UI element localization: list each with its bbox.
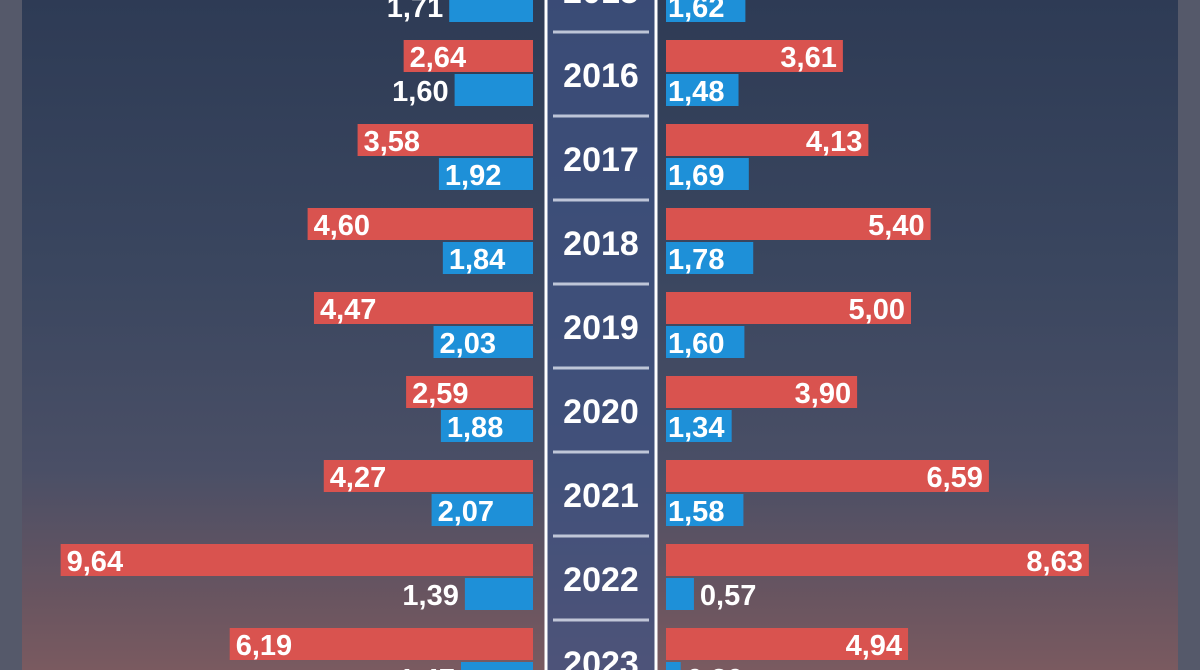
right-blue-bar	[666, 326, 745, 358]
left-blue-bar	[431, 494, 533, 526]
right-blue-value-label: 0,57	[700, 580, 756, 612]
left-blue-value-label: 1,60	[392, 76, 448, 108]
right-blue-bar	[666, 578, 694, 610]
left-red-value-label: 9,64	[67, 546, 123, 578]
right-blue-bar	[666, 662, 681, 670]
left-edge	[0, 0, 22, 670]
right-blue-bar	[666, 494, 744, 526]
left-blue-value-label: 2,07	[438, 496, 494, 528]
right-red-bar	[666, 124, 869, 156]
left-red-bar	[323, 460, 533, 492]
right-blue-value-label: 1,48	[668, 76, 724, 108]
year-label: 2017	[563, 141, 639, 179]
right-edge	[1178, 0, 1200, 670]
left-blue-bar	[464, 578, 533, 610]
left-red-bar	[357, 124, 533, 156]
left-red-value-label: 4,27	[330, 462, 386, 494]
left-blue-value-label: 2,03	[440, 328, 496, 360]
left-red-bar	[229, 628, 533, 660]
left-blue-bar	[442, 242, 533, 274]
left-red-bar	[406, 376, 533, 408]
left-red-value-label: 4,47	[320, 294, 376, 326]
left-blue-value-label: 1,84	[449, 244, 505, 276]
year-label: 2015	[563, 0, 639, 11]
year-column	[546, 0, 656, 670]
right-red-bar	[666, 544, 1089, 576]
left-red-value-label: 2,64	[410, 42, 466, 74]
right-blue-value-label: 0,30	[687, 664, 743, 670]
right-red-bar	[666, 460, 989, 492]
left-blue-value-label: 1,47	[399, 664, 455, 670]
left-blue-bar	[454, 74, 533, 106]
left-red-value-label: 2,59	[412, 378, 468, 410]
year-label: 2018	[563, 225, 639, 263]
right-blue-value-label: 1,69	[668, 160, 724, 192]
left-blue-bar	[440, 410, 533, 442]
year-label: 2016	[563, 57, 639, 95]
left-blue-bar	[433, 326, 533, 358]
right-red-value-label: 3,61	[780, 42, 836, 74]
left-red-bar	[403, 40, 533, 72]
right-blue-bar	[666, 410, 732, 442]
right-red-value-label: 6,59	[926, 462, 982, 494]
right-blue-value-label: 1,34	[668, 412, 724, 444]
left-red-bar	[307, 208, 533, 240]
right-red-value-label: 5,00	[849, 294, 905, 326]
right-blue-bar	[666, 0, 746, 22]
right-red-value-label: 3,90	[795, 378, 851, 410]
right-blue-value-label: 1,60	[668, 328, 724, 360]
right-red-bar	[666, 40, 843, 72]
right-red-value-label: 4,13	[806, 126, 862, 158]
left-blue-value-label: 1,88	[447, 412, 503, 444]
year-label: 2020	[563, 393, 639, 431]
right-red-value-label: 8,63	[1026, 546, 1082, 578]
right-red-bar	[666, 376, 858, 408]
left-red-value-label: 4,60	[314, 210, 370, 242]
left-red-bar	[313, 292, 533, 324]
year-label: 2021	[563, 477, 639, 515]
right-red-bar	[666, 292, 911, 324]
left-red-bar	[60, 544, 533, 576]
year-label: 2023	[563, 645, 639, 670]
right-blue-bar	[666, 158, 749, 190]
left-red-value-label: 6,19	[236, 630, 292, 662]
right-blue-bar	[666, 74, 739, 106]
right-red-bar	[666, 208, 931, 240]
right-blue-bar	[666, 242, 754, 274]
year-label: 2022	[563, 561, 639, 599]
right-blue-value-label: 1,58	[668, 496, 724, 528]
left-blue-value-label: 1,39	[402, 580, 458, 612]
left-blue-value-label: 1,71	[387, 0, 443, 24]
left-blue-bar	[438, 158, 533, 190]
right-red-bar	[666, 628, 909, 660]
left-blue-bar	[460, 662, 533, 670]
right-blue-value-label: 1,62	[668, 0, 724, 24]
left-blue-bar	[449, 0, 533, 22]
left-red-value-label: 3,58	[364, 126, 420, 158]
year-label: 2019	[563, 309, 639, 347]
right-blue-value-label: 1,78	[668, 244, 724, 276]
left-blue-value-label: 1,92	[445, 160, 501, 192]
right-red-value-label: 5,40	[868, 210, 924, 242]
right-red-value-label: 4,94	[846, 630, 902, 662]
